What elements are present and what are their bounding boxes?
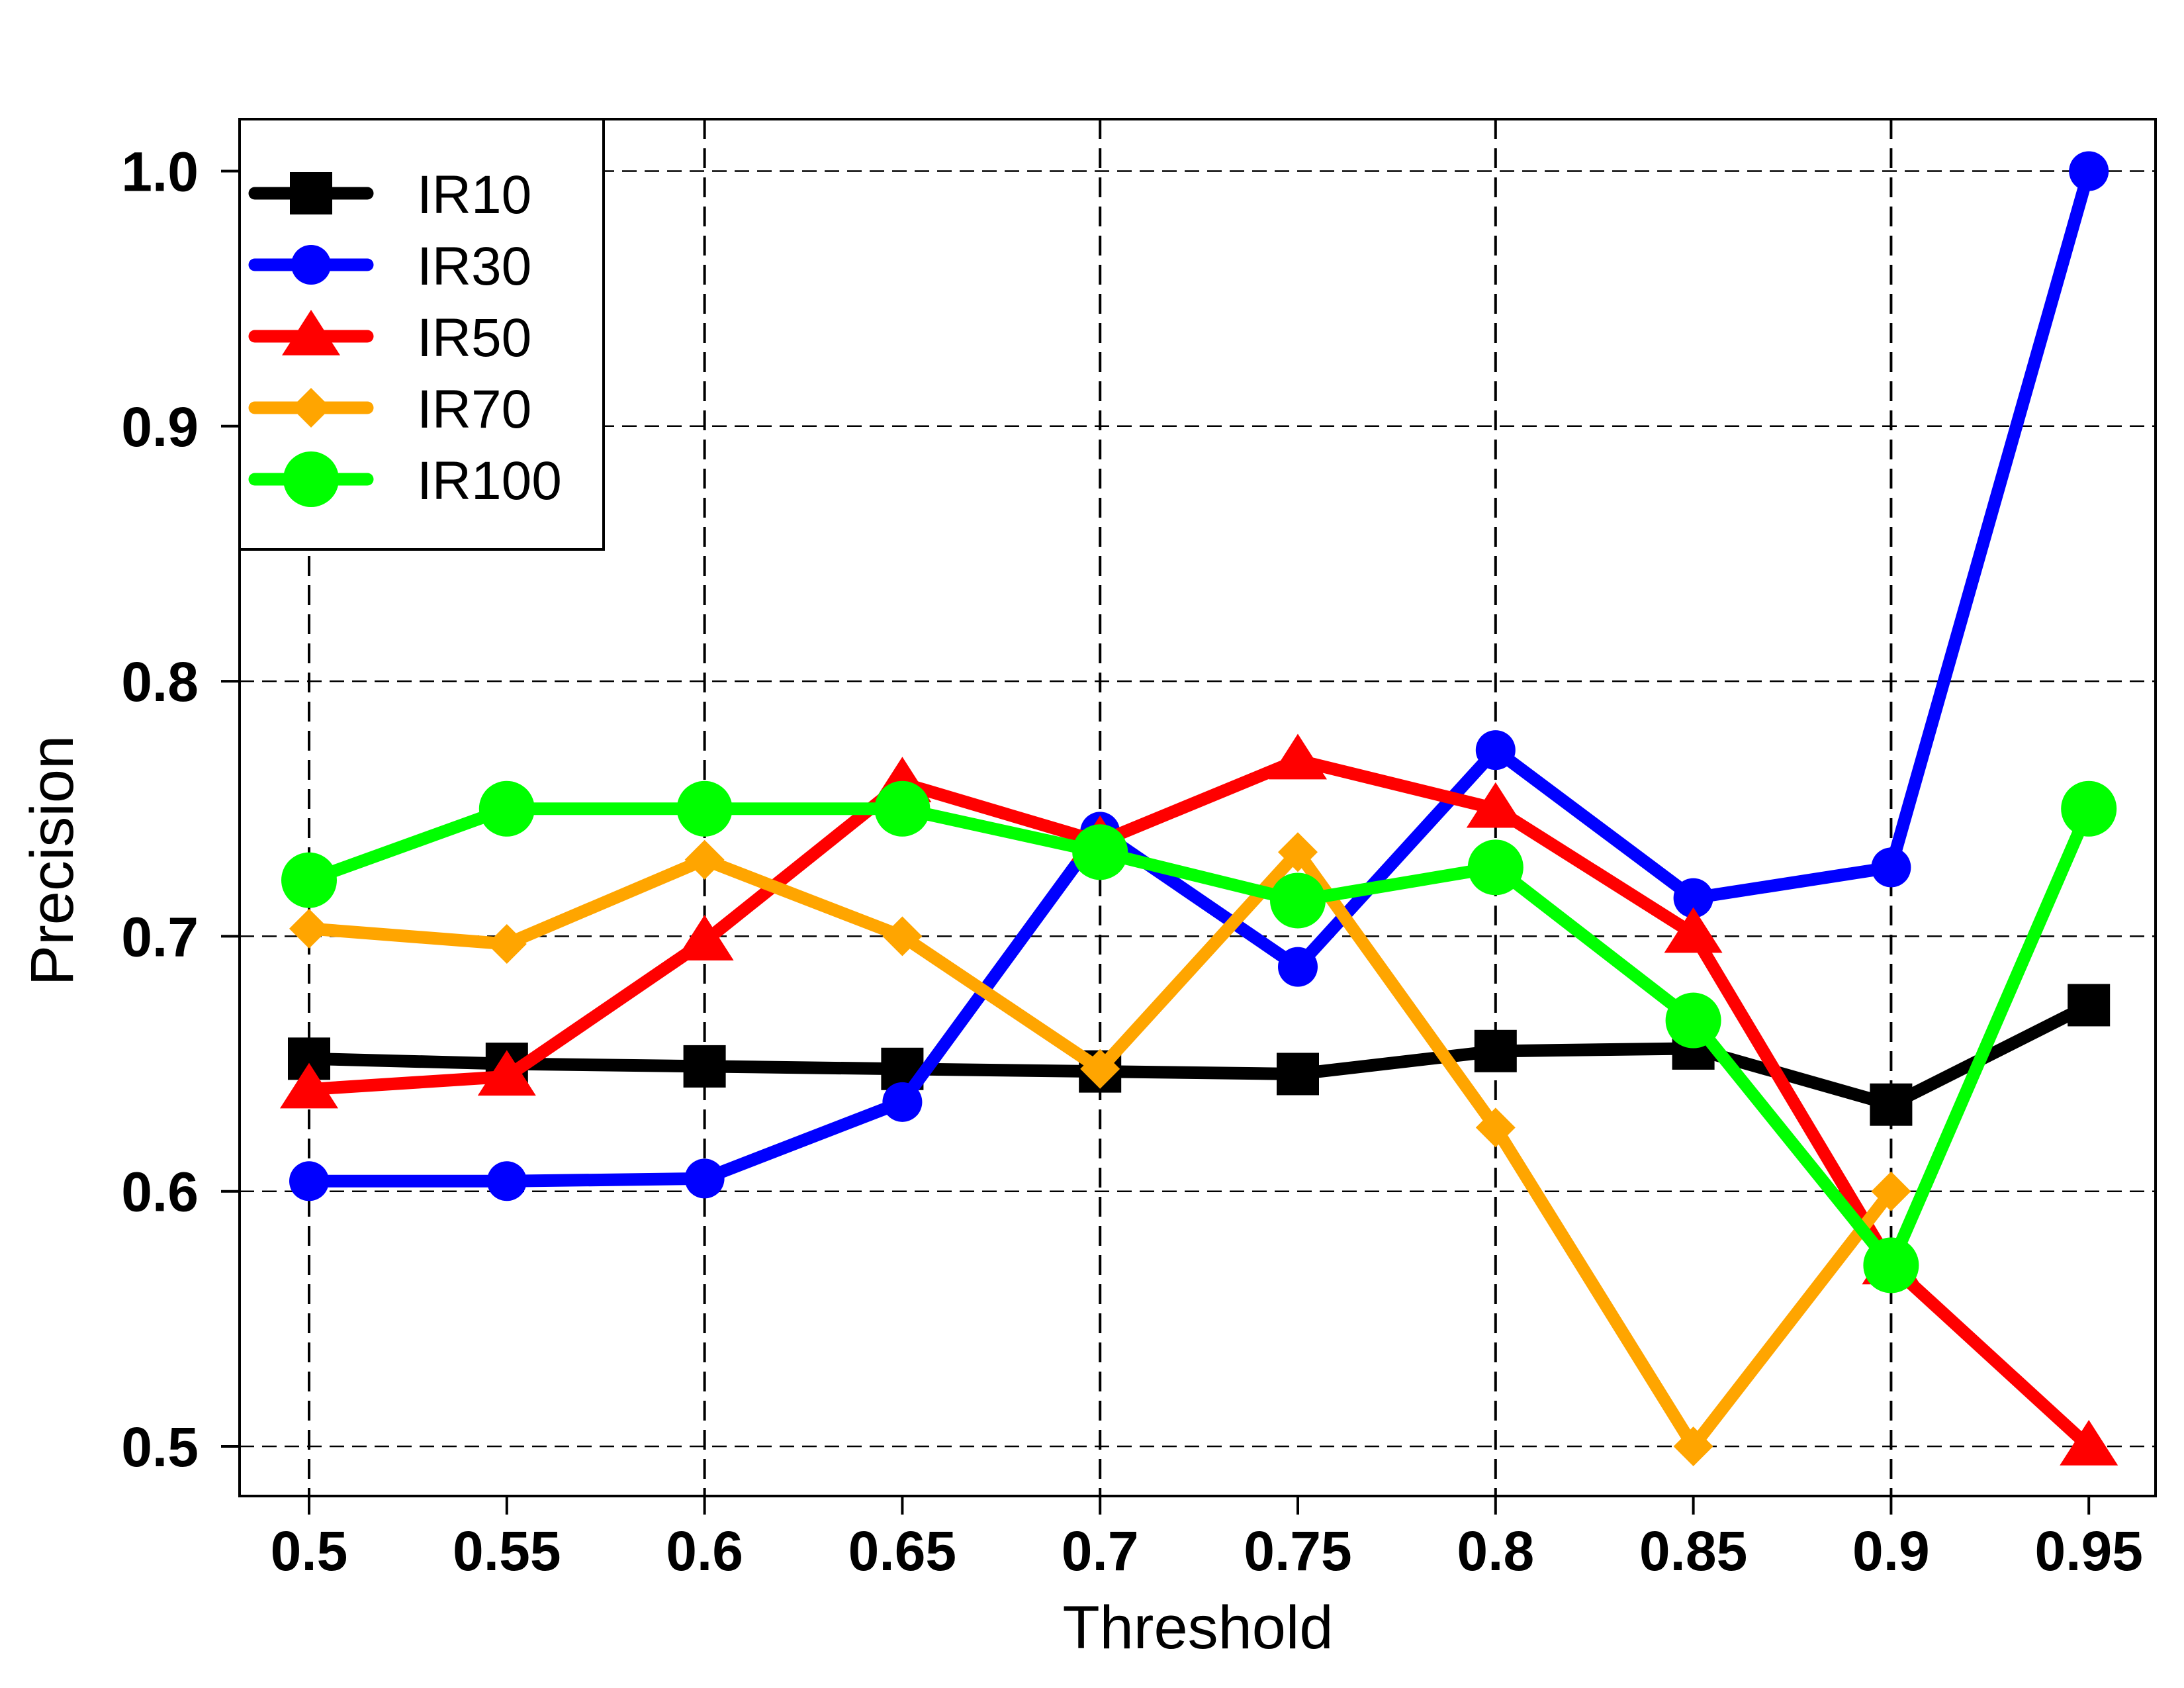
x-tick-label: 0.65 — [848, 1520, 957, 1582]
x-tick-label: 0.95 — [2034, 1520, 2143, 1582]
data-point-ir70 — [1673, 1427, 1713, 1466]
data-point-ir10 — [1870, 1083, 1913, 1126]
x-tick-label: 0.8 — [1457, 1520, 1534, 1582]
x-tick-label: 0.55 — [453, 1520, 561, 1582]
y-tick-label: 0.5 — [121, 1416, 199, 1478]
data-point-ir70 — [1080, 1049, 1120, 1089]
data-point-ir30 — [486, 1161, 527, 1201]
data-point-ir10 — [2068, 984, 2111, 1027]
legend-item-ir70: IR70 — [248, 379, 531, 440]
legend-item-ir10: IR10 — [248, 165, 531, 225]
data-point-ir50 — [1269, 733, 1327, 780]
data-point-ir70 — [289, 908, 329, 949]
data-point-ir100 — [1665, 992, 1721, 1049]
data-point-ir30 — [1475, 730, 1516, 771]
y-axis: 0.5 0.6 0.7 0.8 0.9 1.0 — [121, 141, 240, 1478]
data-point-ir100 — [676, 780, 733, 837]
series-line-ir100 — [302, 802, 2095, 1272]
data-point-ir50 — [2060, 1420, 2118, 1466]
legend-swatch-marker — [283, 451, 339, 507]
y-tick-label: 0.7 — [121, 906, 199, 968]
y-tick-label: 1.0 — [121, 141, 199, 203]
data-point-ir100 — [1863, 1237, 1919, 1293]
series-line-ir10 — [302, 998, 2095, 1111]
legend-label: IR100 — [417, 451, 562, 511]
x-axis: 0.5 0.55 0.6 0.65 0.7 0.75 0.8 0.85 0.9 0.95 — [271, 1496, 2143, 1582]
y-tick-label: 0.9 — [121, 396, 199, 458]
data-point-ir100 — [1270, 872, 1326, 929]
data-point-ir70 — [486, 923, 527, 964]
data-point-ir30 — [2069, 151, 2109, 191]
data-point-ir100 — [281, 852, 337, 908]
legend-swatch-marker — [291, 245, 331, 285]
legend-swatch-marker — [291, 388, 331, 428]
data-point-ir100 — [478, 780, 535, 837]
series-ir70 — [289, 832, 1911, 1466]
data-point-ir50 — [1664, 907, 1723, 953]
data-point-ir50 — [477, 1050, 536, 1096]
series-ir100 — [281, 780, 2117, 1293]
data-point-ir10 — [683, 1045, 726, 1088]
plot-frame — [238, 118, 2157, 1497]
y-tick-label: 0.6 — [121, 1161, 199, 1223]
legend-item-ir30: IR30 — [248, 236, 531, 297]
data-point-ir30 — [684, 1158, 725, 1199]
data-point-ir30 — [289, 1161, 329, 1201]
series-ir30 — [289, 151, 2109, 1201]
x-tick-label: 0.75 — [1244, 1520, 1352, 1582]
data-point-ir10 — [1474, 1029, 1517, 1072]
y-tick-label: 0.8 — [121, 651, 199, 713]
data-point-ir10 — [1277, 1053, 1319, 1096]
data-point-ir70 — [1871, 1171, 1911, 1211]
data-point-ir50 — [1466, 782, 1525, 828]
x-tick-label: 0.5 — [271, 1520, 348, 1582]
x-tick-label: 0.6 — [666, 1520, 743, 1582]
data-point-ir30 — [1871, 847, 1911, 888]
series-line-ir50 — [302, 754, 2095, 1453]
data-point-ir70 — [1475, 1107, 1516, 1148]
data-point-ir70 — [882, 916, 923, 957]
legend-label: IR10 — [417, 165, 531, 225]
data-point-ir70 — [684, 839, 725, 880]
x-tick-label: 0.85 — [1639, 1520, 1748, 1582]
legend-swatch-marker — [290, 172, 332, 214]
data-point-ir100 — [874, 780, 931, 837]
series-layer — [280, 151, 2118, 1466]
data-point-ir50 — [675, 915, 734, 961]
legend-label: IR70 — [417, 379, 531, 440]
legend-swatch-marker — [282, 310, 340, 355]
data-point-ir30 — [1673, 878, 1713, 918]
x-axis-title: Threshold — [1062, 1594, 1333, 1662]
series-line-ir30 — [302, 165, 2095, 1188]
data-point-ir100 — [1072, 824, 1128, 880]
legend-item-ir100: IR100 — [248, 451, 562, 511]
data-point-ir100 — [1467, 839, 1524, 896]
legend-label: IR30 — [417, 236, 531, 297]
data-point-ir70 — [1278, 832, 1318, 872]
x-tick-label: 0.9 — [1852, 1520, 1930, 1582]
data-point-ir30 — [882, 1082, 923, 1122]
legend: IR10 IR30 IR50 IR70 IR100 — [238, 118, 605, 551]
legend-label: IR50 — [417, 308, 531, 368]
data-point-ir50 — [280, 1062, 338, 1109]
data-point-ir30 — [1278, 947, 1318, 987]
y-axis-title: Precision — [19, 735, 86, 986]
x-tick-label: 0.7 — [1062, 1520, 1139, 1582]
legend-item-ir50: IR50 — [248, 308, 531, 368]
data-point-ir100 — [2061, 780, 2117, 837]
